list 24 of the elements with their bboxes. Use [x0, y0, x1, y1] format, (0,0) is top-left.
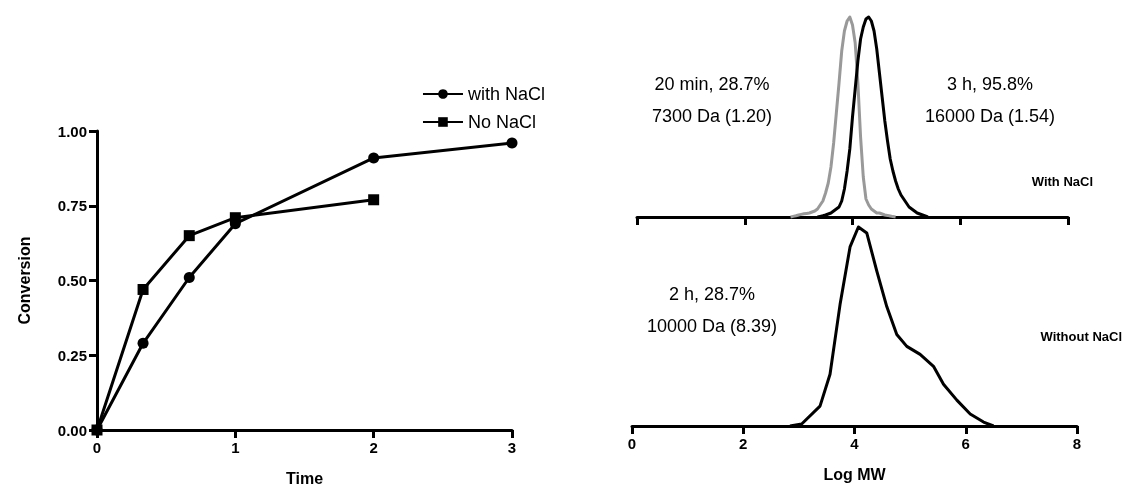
x-tick-label: 4: [850, 435, 860, 452]
x-tick-label: 0: [627, 435, 637, 452]
text: With NaCl: [1031, 174, 1094, 189]
y-tick-label: 0.75: [57, 197, 87, 215]
y-tick-label: 1.00: [57, 122, 87, 140]
annotation: 20 min, 28.7% 7300 Da (1.20): [651, 74, 773, 126]
x-tick-label: 2: [369, 439, 378, 456]
annotation: 3 h, 95.8% 16000 Da (1.54): [924, 74, 1056, 126]
legend-label: with NaCl: [466, 84, 546, 104]
x-tick-label: 1: [231, 439, 240, 456]
legend-label: No NaCl: [467, 112, 537, 132]
x-axis-title: Time: [285, 469, 324, 487]
x-tick-label: 3: [507, 439, 517, 456]
y-tick-label: 0.00: [57, 421, 87, 439]
y-tick-label: 0.50: [57, 272, 87, 289]
y-axis-title: Conversion: [15, 236, 33, 325]
text: Without NaCl: [1040, 329, 1123, 344]
x-tick-label: 2: [739, 435, 748, 452]
y-tick-label: 0.25: [57, 346, 87, 364]
x-tick-label: 8: [1072, 435, 1082, 452]
annotation: 2 h, 28.7% 10000 Da (8.39): [646, 284, 778, 336]
x-axis-title: Log MW: [823, 465, 887, 483]
x-tick-label: 6: [961, 435, 970, 452]
x-tick-label: 0: [92, 439, 102, 456]
